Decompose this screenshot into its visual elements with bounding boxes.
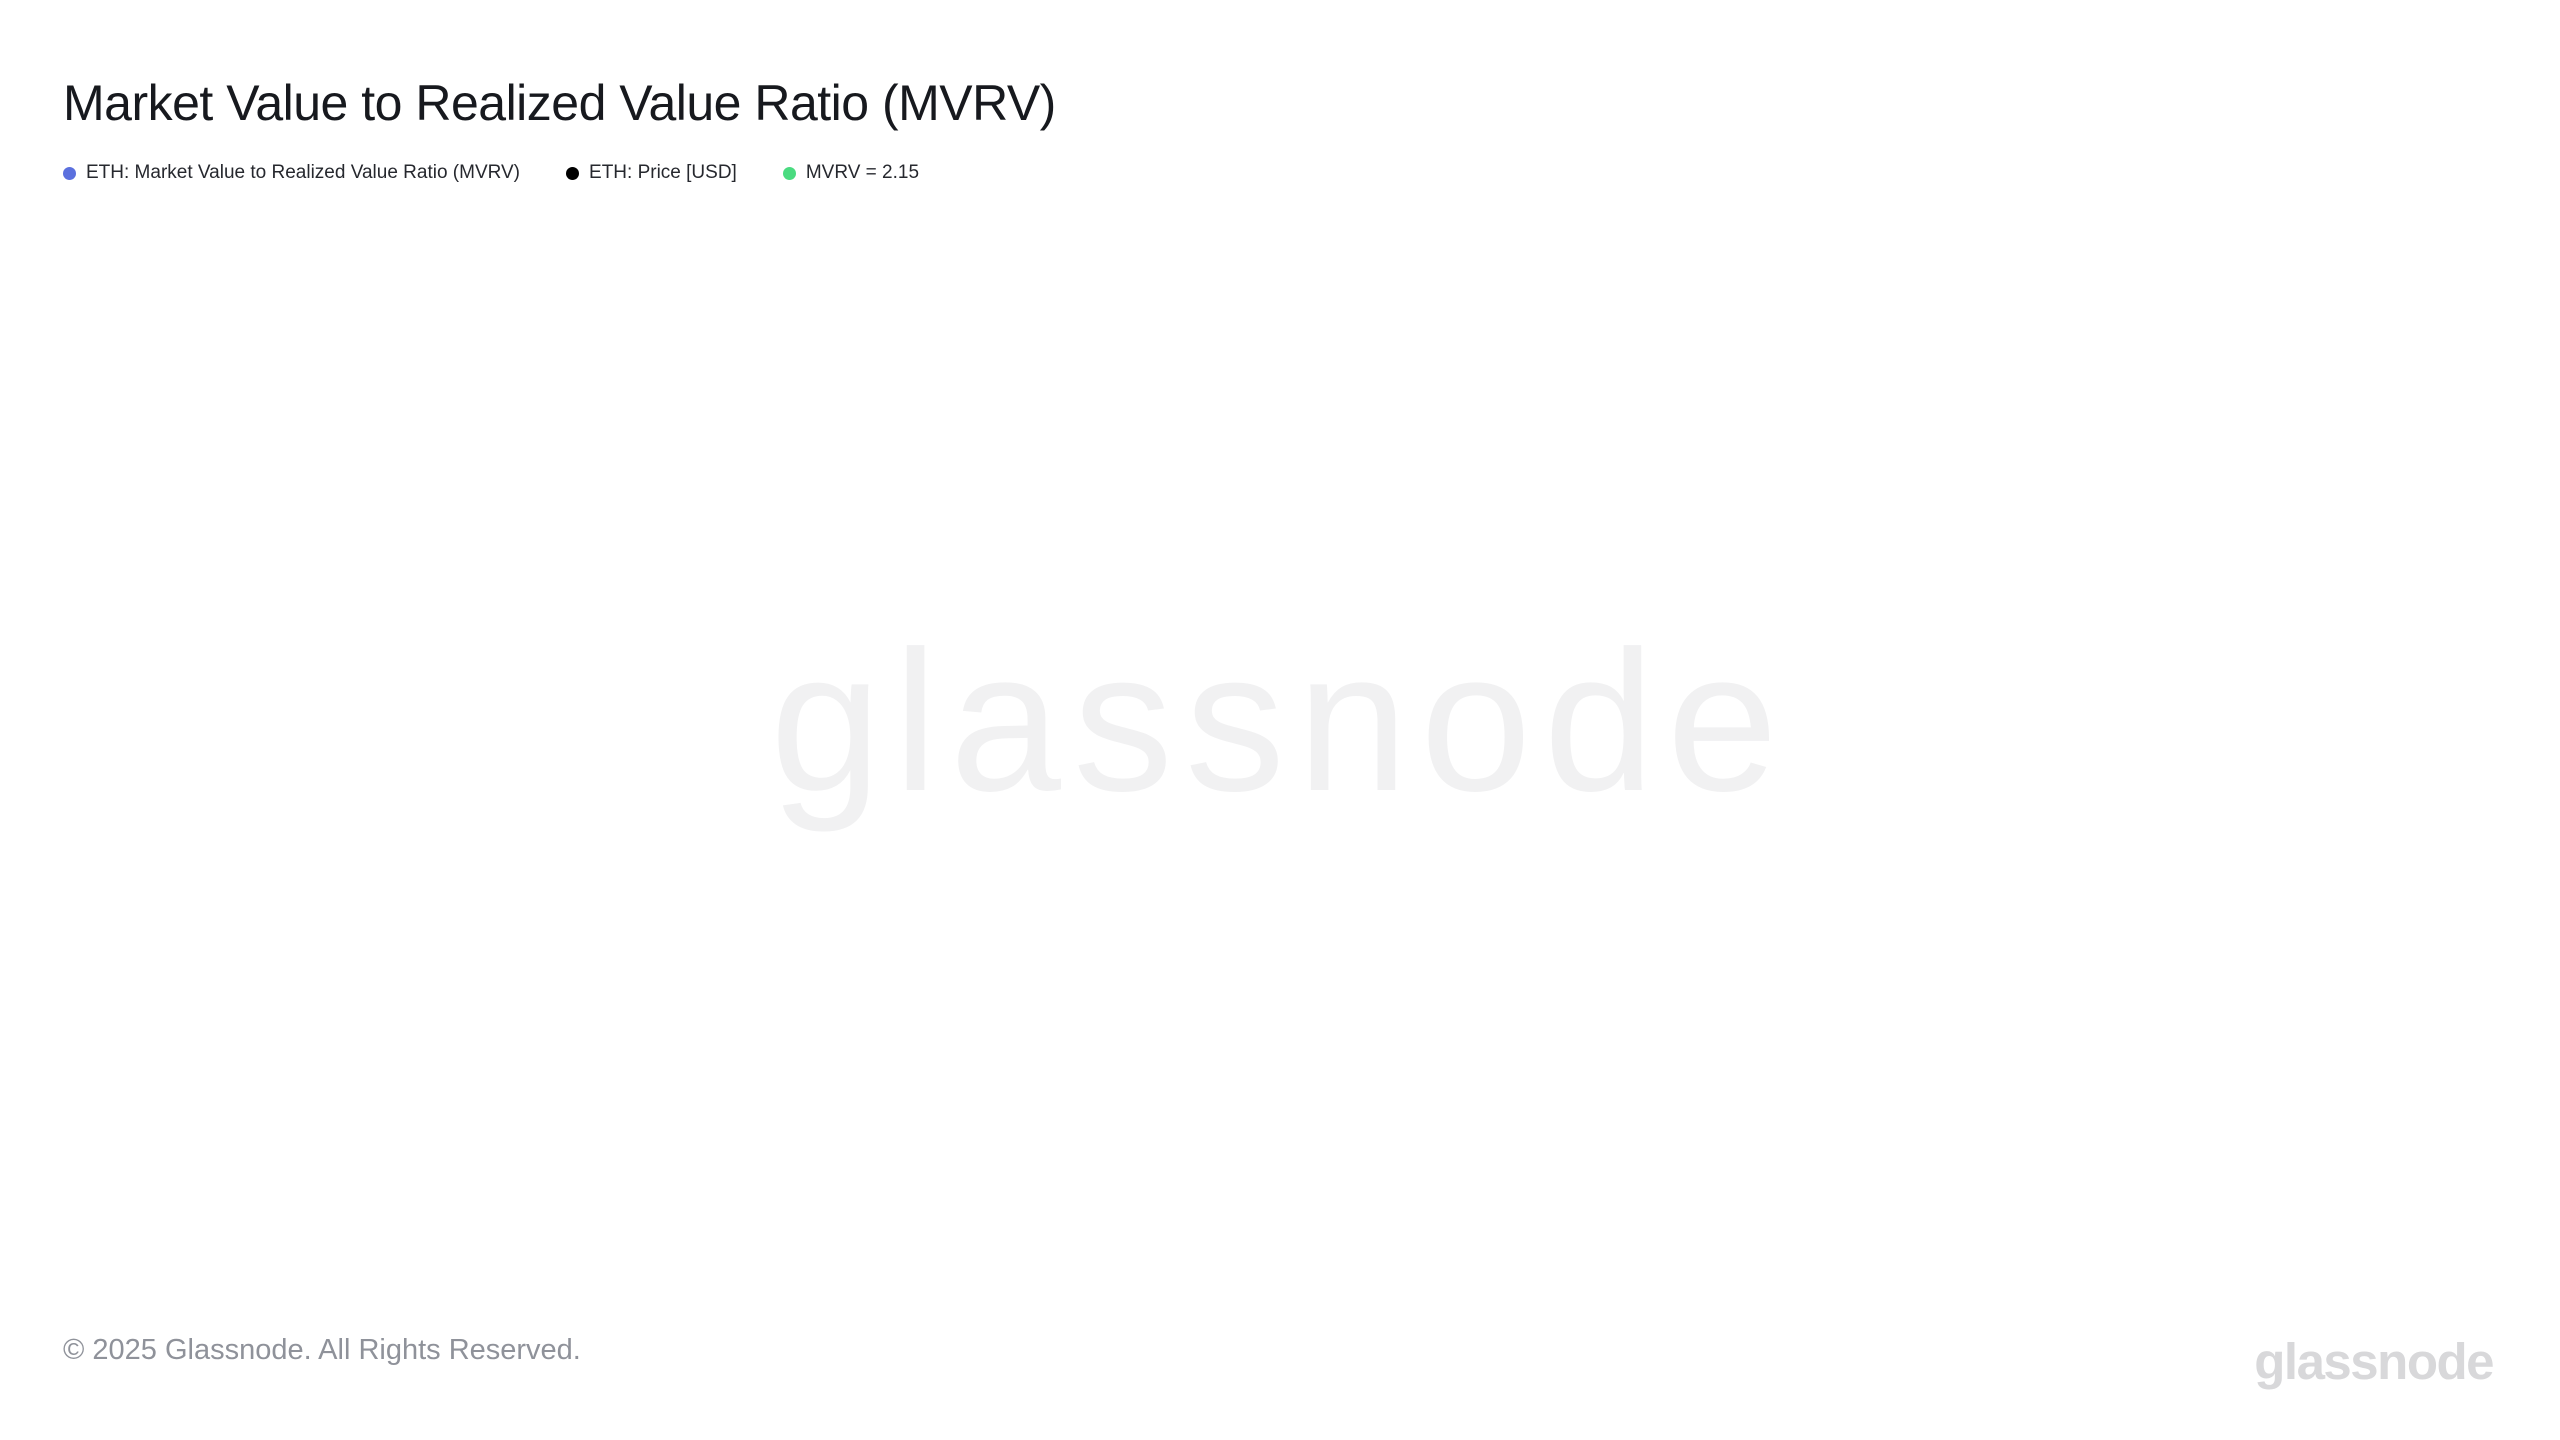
threshold-dot-icon (782, 166, 796, 180)
legend-label-mvrv: ETH: Market Value to Realized Value Rati… (86, 162, 521, 183)
glassnode-watermark: glassnode (770, 610, 1790, 833)
legend: ETH: Market Value to Realized Value Rati… (63, 162, 919, 184)
price-series-dot-icon (566, 166, 580, 180)
glassnode-logo: glassnode (2254, 1333, 2494, 1390)
mvrv-series-dot-icon (63, 166, 76, 180)
legend-item-threshold[interactable]: MVRV = 2.15 (782, 162, 920, 184)
mvrv-chart[interactable]: glassnode (0, 0, 2560, 1300)
footer-copyright: © 2025 Glassnode. All Rights Reserved. (63, 1334, 581, 1366)
legend-item-price[interactable]: ETH: Price [USD] (566, 162, 737, 184)
legend-item-mvrv[interactable]: ETH: Market Value to Realized Value Rati… (63, 162, 520, 184)
legend-label-threshold: MVRV = 2.15 (805, 162, 920, 183)
legend-label-price: ETH: Price [USD] (589, 162, 737, 183)
page-title: Market Value to Realized Value Ratio (MV… (63, 74, 1056, 131)
